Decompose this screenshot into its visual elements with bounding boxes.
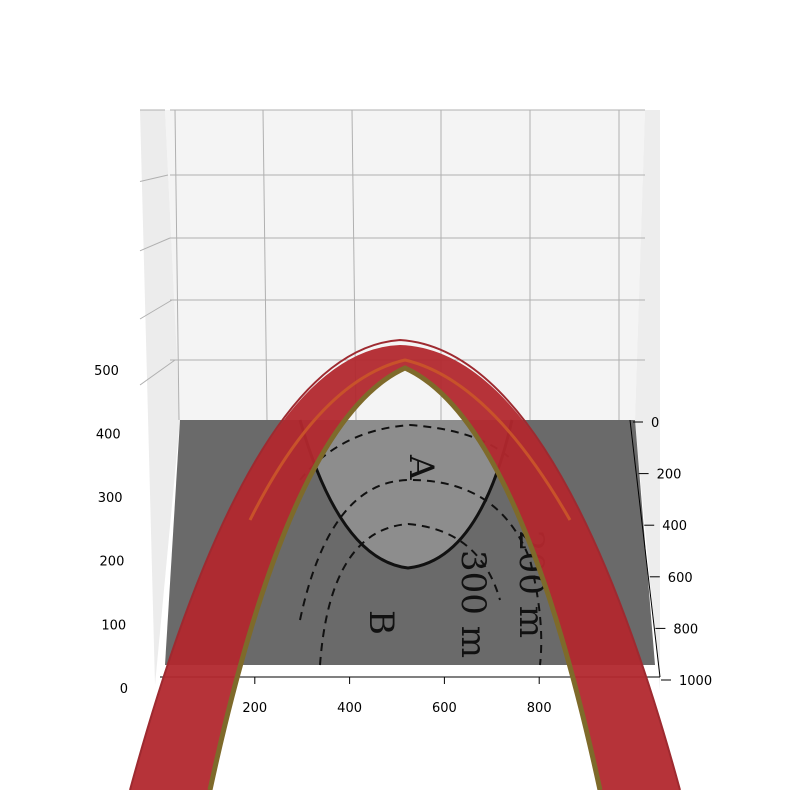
y-tick-label: 600 [668, 571, 693, 586]
left-grid-line [139, 299, 173, 320]
z-ticks: 0 100 200 300 400 500 [94, 364, 128, 697]
y-ticks: 0 200 400 600 800 1000 [633, 416, 712, 689]
floor-label-a: A [401, 454, 441, 480]
x-tick-label: 800 [527, 701, 552, 716]
left-grid-line [139, 359, 176, 386]
z-tick-label: 500 [94, 364, 119, 379]
back-grid-line [262, 109, 268, 421]
x-tick-label: 200 [242, 701, 267, 716]
left-grid-line [139, 237, 171, 252]
back-grid-line [174, 109, 180, 421]
floor-label-b: B [361, 610, 401, 635]
y-tick-label: 1000 [679, 674, 712, 689]
left-grid [139, 109, 176, 386]
left-pane [140, 110, 180, 685]
z-tick-label: 0 [120, 682, 128, 697]
y-axis-line [629, 419, 661, 678]
floor-label-300m: 300 m [453, 550, 493, 658]
arch-surface [129, 338, 681, 790]
z-tick-label: 300 [98, 491, 123, 506]
y-tick-label: 200 [657, 468, 682, 483]
left-grid-line [139, 174, 169, 182]
z-tick-label: 400 [96, 427, 121, 442]
z-tick-label: 200 [100, 555, 125, 570]
x-tick-label: 600 [432, 701, 457, 716]
y-tick-label: 400 [662, 519, 687, 534]
right-pane [635, 110, 660, 690]
x-ticks: 200 400 600 800 [242, 677, 552, 716]
y-tick-label: 0 [651, 416, 659, 431]
back-pane [165, 110, 645, 420]
z-tick-label: 100 [101, 618, 126, 633]
y-tick-label: 800 [673, 622, 698, 637]
x-tick-label: 400 [337, 701, 362, 716]
